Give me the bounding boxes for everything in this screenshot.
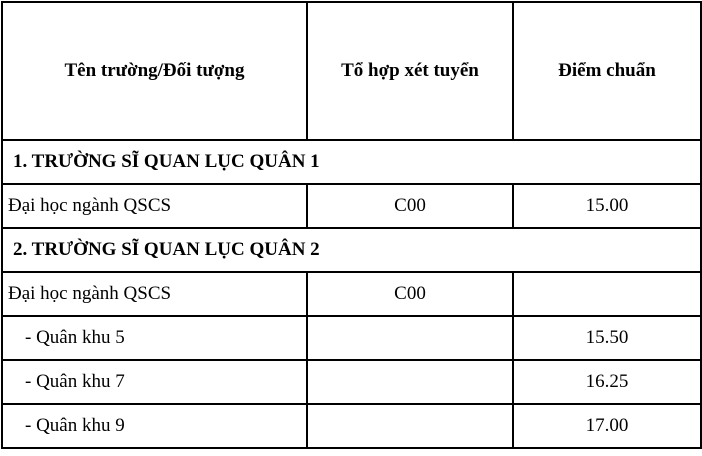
row-combination: C00 (306, 271, 514, 317)
row-combination (306, 359, 514, 405)
row-score (512, 271, 702, 317)
section-row: 1. TRƯỜNG SĨ QUAN LỤC QUÂN 1 (1, 139, 702, 185)
row-combination: C00 (306, 183, 514, 229)
row-score: 15.00 (512, 183, 702, 229)
header-school: Tên trường/Đối tượng (1, 1, 308, 141)
section-title: 2. TRƯỜNG SĨ QUAN LỤC QUÂN 2 (1, 227, 702, 273)
row-score: 15.50 (512, 315, 702, 361)
header-row: Tên trường/Đối tượng Tổ hợp xét tuyển Đi… (1, 1, 702, 141)
section-title: 1. TRƯỜNG SĨ QUAN LỤC QUÂN 1 (1, 139, 702, 185)
row-score: 16.25 (512, 359, 702, 405)
header-combination: Tổ hợp xét tuyển (306, 1, 514, 141)
row-score: 17.00 (512, 403, 702, 449)
row-name: Đại học ngành QSCS (1, 271, 308, 317)
row-combination (306, 403, 514, 449)
row-name: Đại học ngành QSCS (1, 183, 308, 229)
table-row: - Quân khu 7 16.25 (1, 359, 702, 405)
section-row: 2. TRƯỜNG SĨ QUAN LỤC QUÂN 2 (1, 227, 702, 273)
table-row: Đại học ngành QSCS C00 (1, 271, 702, 317)
row-combination (306, 315, 514, 361)
row-name: - Quân khu 9 (1, 403, 308, 449)
table-row: Đại học ngành QSCS C00 15.00 (1, 183, 702, 229)
table-row: - Quân khu 5 15.50 (1, 315, 702, 361)
row-name: - Quân khu 5 (1, 315, 308, 361)
row-name: - Quân khu 7 (1, 359, 308, 405)
table-row: - Quân khu 9 17.00 (1, 403, 702, 449)
header-score: Điểm chuẩn (512, 1, 702, 141)
